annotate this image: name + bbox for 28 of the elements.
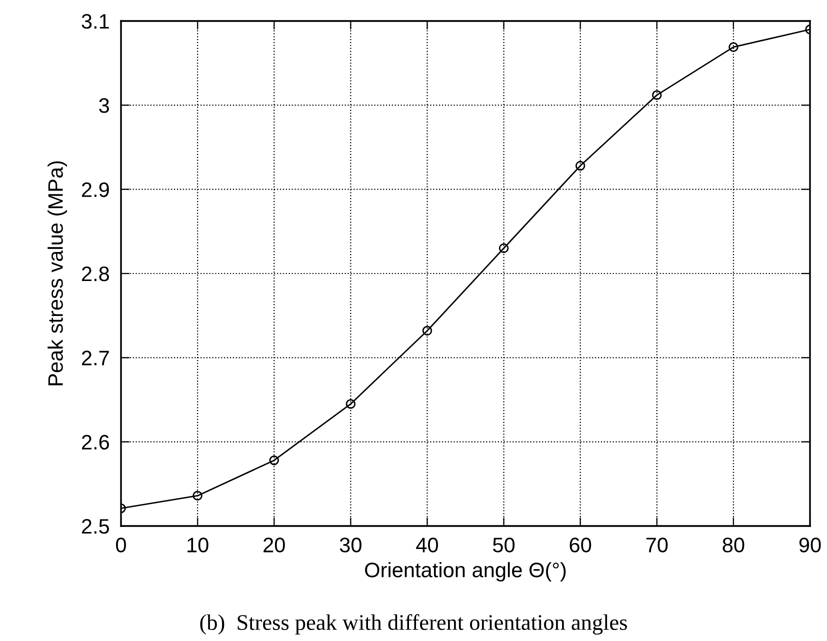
x-tick-label: 10 (188, 538, 208, 552)
text: (b) Stress peak with different orientation angles (200, 614, 627, 635)
y-axis-title: Peak stress value (MPa) (48, 161, 68, 386)
y-tick-label: 2.5 (82, 519, 110, 534)
point (498, 243, 509, 254)
x-tick-label: 30 (340, 538, 362, 552)
x-tick-label: 40 (416, 538, 438, 552)
point (346, 399, 356, 409)
x-tick-label: 70 (646, 538, 668, 552)
x-tick-label: 50 (493, 538, 515, 552)
point (575, 160, 586, 171)
point (652, 90, 662, 100)
x-tick-label: 60 (570, 538, 592, 552)
x-axis-title: Orientation angle Θ(°) (365, 562, 566, 582)
y-tick-label: 2.8 (82, 266, 109, 282)
point (422, 326, 432, 336)
y-tick-label: 3 (99, 98, 109, 113)
y-tick-label: 2.9 (82, 182, 109, 198)
x-tick-label: 90 (799, 538, 821, 552)
x-tick-label: 0 (116, 538, 126, 552)
point (728, 42, 738, 52)
x-tick-label: 80 (722, 538, 744, 552)
point (192, 490, 202, 501)
point (269, 455, 279, 466)
y-tick-label: 2.7 (82, 350, 109, 366)
y-tick-label: 2.6 (82, 434, 109, 450)
x-tick-label: 20 (264, 538, 285, 552)
y-tick-label: 3.1 (82, 14, 109, 29)
